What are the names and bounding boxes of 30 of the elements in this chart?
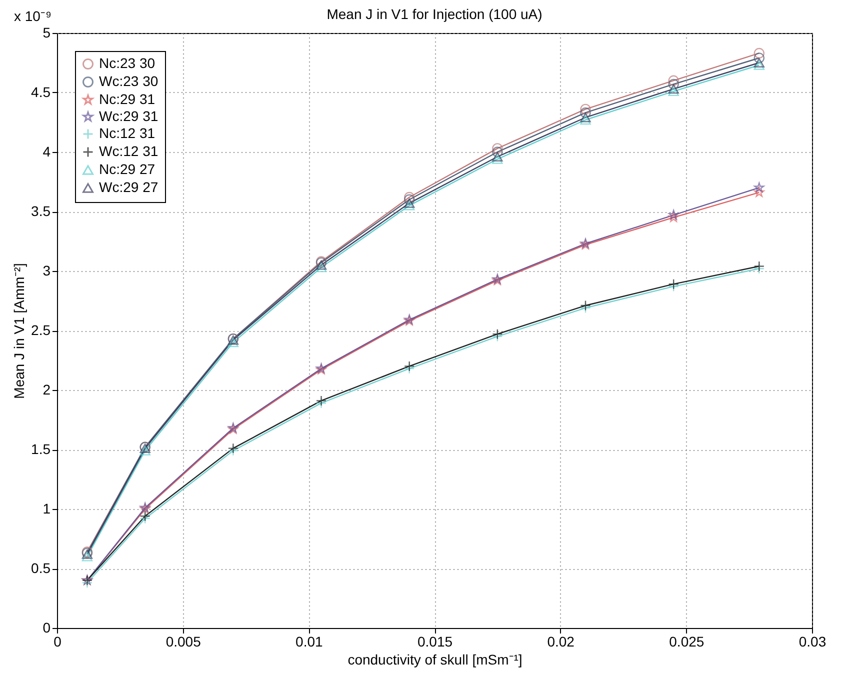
x-tick-label: 0.025 <box>669 634 704 650</box>
y-tick-label: 2 <box>42 382 51 398</box>
legend-label: Wc:29 27 <box>99 179 158 195</box>
legend-label: Wc:12 31 <box>99 143 158 159</box>
x-tick-label: 0.015 <box>417 634 453 650</box>
x-tick-label: 0.02 <box>547 634 575 650</box>
y-tick-label: 5 <box>42 24 51 40</box>
y-tick-label: 4.5 <box>31 84 51 100</box>
x-axis-title: conductivity of skull [mSm⁻¹] <box>348 652 522 668</box>
x-tick-label: 0.03 <box>798 634 826 650</box>
legend-label: Nc:12 31 <box>99 125 156 141</box>
y-tick-label: 3.5 <box>31 203 51 219</box>
y-tick-label: 0.5 <box>31 560 51 576</box>
legend-label: Nc:29 31 <box>99 91 156 107</box>
y-tick-label: 1.5 <box>31 441 51 457</box>
x-tick-label: 0 <box>54 634 62 650</box>
x-tick-label: 0.005 <box>166 634 202 650</box>
y-axis-title: Mean J in V1 [Amm⁻²] <box>11 263 28 399</box>
legend-label: Wc:23 30 <box>99 73 158 89</box>
chart-title: Mean J in V1 for Injection (100 uA) <box>326 6 542 22</box>
y-tick-label: 0 <box>42 620 51 636</box>
legend-label: Nc:29 27 <box>99 161 156 177</box>
legend-label: Nc:23 30 <box>99 55 156 71</box>
text: x 10⁻⁹ <box>14 7 52 25</box>
legend-label: Wc:29 31 <box>99 108 158 124</box>
y-tick-label: 1 <box>42 500 51 516</box>
y-tick-label: 2.5 <box>31 322 51 338</box>
x-tick-label: 0.01 <box>296 634 324 650</box>
y-tick-label: 3 <box>42 262 51 278</box>
y-tick-label: 4 <box>42 144 51 160</box>
